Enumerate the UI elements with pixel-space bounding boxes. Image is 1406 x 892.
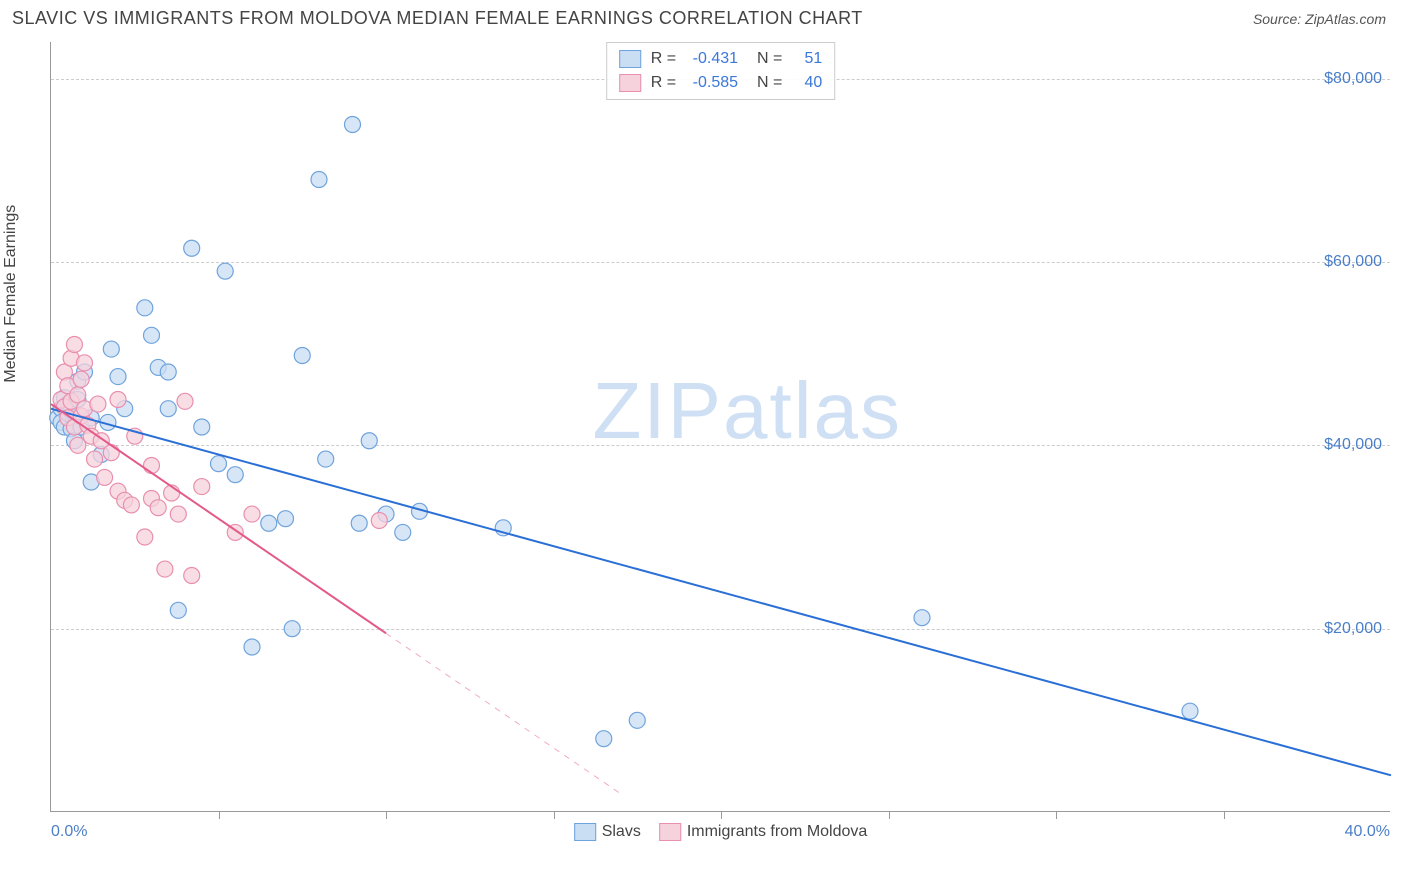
chart-title: SLAVIC VS IMMIGRANTS FROM MOLDOVA MEDIAN… — [12, 8, 863, 29]
data-point — [77, 355, 93, 371]
data-point — [73, 371, 89, 387]
legend-label: Slavs — [602, 823, 641, 841]
data-point — [144, 327, 160, 343]
data-point — [66, 337, 82, 353]
n-value: 40 — [792, 71, 822, 95]
x-tick — [721, 811, 722, 819]
x-tick — [554, 811, 555, 819]
data-point — [157, 561, 173, 577]
scatter-plot-svg — [51, 42, 1390, 811]
r-label: R = — [651, 47, 676, 71]
data-point — [137, 300, 153, 316]
data-point — [184, 568, 200, 584]
data-point — [217, 263, 233, 279]
data-point — [144, 458, 160, 474]
data-point — [596, 731, 612, 747]
chart-plot-area: ZIPatlas Median Female Earnings $20,000$… — [50, 42, 1390, 812]
legend-swatch — [619, 74, 641, 92]
legend-swatch — [659, 823, 681, 841]
legend-label: Immigrants from Moldova — [687, 823, 868, 841]
regression-line-extrapolated — [386, 633, 621, 793]
data-point — [90, 396, 106, 412]
x-tick — [219, 811, 220, 819]
r-value: -0.431 — [686, 47, 738, 71]
data-point — [278, 511, 294, 527]
data-point — [184, 240, 200, 256]
r-value: -0.585 — [686, 71, 738, 95]
data-point — [227, 467, 243, 483]
data-point — [294, 348, 310, 364]
legend-item: Slavs — [574, 823, 641, 841]
data-point — [629, 712, 645, 728]
data-point — [170, 506, 186, 522]
data-point — [318, 451, 334, 467]
stats-row: R = -0.431 N = 51 — [619, 47, 823, 71]
y-axis-label: Median Female Earnings — [2, 204, 20, 382]
data-point — [345, 117, 361, 133]
n-label: N = — [748, 71, 782, 95]
source-attribution: Source: ZipAtlas.com — [1253, 11, 1386, 27]
correlation-stats-box: R = -0.431 N = 51 R = -0.585 N = 40 — [606, 42, 836, 100]
regression-line — [51, 409, 1391, 776]
data-point — [170, 602, 186, 618]
x-tick — [889, 811, 890, 819]
data-point — [1182, 703, 1198, 719]
data-point — [97, 469, 113, 485]
data-point — [103, 445, 119, 461]
x-tick — [1224, 811, 1225, 819]
data-point — [87, 451, 103, 467]
data-point — [177, 393, 193, 409]
data-point — [395, 524, 411, 540]
regression-line — [51, 404, 386, 633]
data-point — [160, 364, 176, 380]
data-point — [123, 497, 139, 513]
legend-item: Immigrants from Moldova — [659, 823, 868, 841]
data-point — [244, 639, 260, 655]
data-point — [137, 529, 153, 545]
data-point — [351, 515, 367, 531]
legend-swatch — [574, 823, 596, 841]
data-point — [160, 401, 176, 417]
data-point — [150, 500, 166, 516]
data-point — [371, 513, 387, 529]
data-point — [194, 479, 210, 495]
data-point — [361, 433, 377, 449]
x-tick — [1056, 811, 1057, 819]
legend-swatch — [619, 50, 641, 68]
data-point — [103, 341, 119, 357]
data-point — [284, 621, 300, 637]
data-point — [211, 456, 227, 472]
n-label: N = — [748, 47, 782, 71]
data-point — [311, 172, 327, 188]
x-tick — [386, 811, 387, 819]
r-label: R = — [651, 71, 676, 95]
data-point — [914, 610, 930, 626]
x-axis-end-label: 40.0% — [1345, 823, 1390, 841]
data-point — [110, 392, 126, 408]
stats-row: R = -0.585 N = 40 — [619, 71, 823, 95]
n-value: 51 — [792, 47, 822, 71]
x-axis-start-label: 0.0% — [51, 823, 87, 841]
data-point — [244, 506, 260, 522]
data-point — [194, 419, 210, 435]
data-point — [110, 369, 126, 385]
series-legend: Slavs Immigrants from Moldova — [574, 823, 868, 841]
data-point — [261, 515, 277, 531]
